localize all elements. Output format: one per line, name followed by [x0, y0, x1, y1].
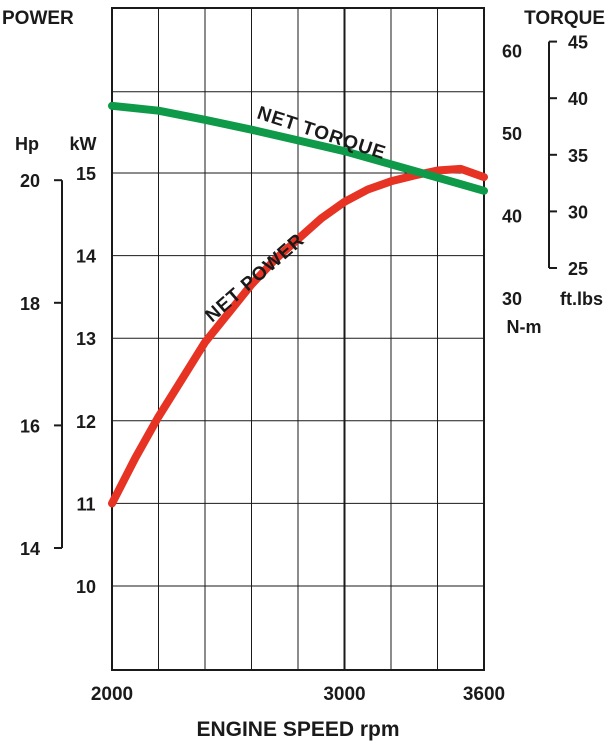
torque-axis-title: TORQUE: [524, 8, 605, 29]
ftlbs-tick-label: 25: [568, 259, 588, 279]
x-tick-label: 2000: [91, 684, 133, 705]
kw-tick-label: 13: [76, 329, 96, 349]
labels-group: 2000 3000 3600 ENGINE SPEED rpm POWER TORQUE k…: [2, 8, 605, 741]
ftlbs-tick-label: 45: [568, 33, 588, 53]
hp-tick-label: 16: [20, 416, 40, 436]
ftlbs-unit-label: ft.lbs: [560, 289, 603, 309]
hp-tick-label: 14: [20, 539, 40, 559]
net-power-label: NET POWER: [202, 230, 309, 327]
plot-frame: [111, 7, 485, 671]
hp-unit-label: Hp: [15, 134, 39, 154]
hp-tick-label: 18: [20, 294, 40, 314]
kw-tick-label: 14: [76, 247, 96, 267]
net-torque-line: [108, 101, 488, 195]
kw-tick-label: 12: [76, 412, 96, 432]
power-axis-title: POWER: [2, 8, 74, 29]
x-tick-label: 3000: [323, 684, 365, 705]
axes: [54, 7, 557, 671]
kw-unit-label: kW: [70, 134, 97, 154]
grid: [112, 8, 484, 670]
ftlbs-tick-label: 40: [568, 89, 588, 109]
series-group: [108, 101, 488, 508]
kw-tick-label: 11: [76, 494, 95, 514]
x-tick-label: 3600: [463, 684, 505, 705]
nm-tick-label: 50: [502, 124, 522, 144]
kw-tick-label: 10: [76, 577, 96, 597]
kw-tick-label: 15: [76, 164, 96, 184]
hp-tick-label: 20: [20, 171, 40, 191]
nm-tick-label: 30: [502, 289, 522, 309]
nm-tick-label: 40: [502, 207, 522, 227]
nm-tick-label: 60: [502, 42, 522, 62]
nm-unit-label: N-m: [507, 317, 542, 337]
ftlbs-tick-label: 35: [568, 146, 588, 166]
x-axis-label: ENGINE SPEED rpm: [196, 718, 399, 741]
ftlbs-tick-label: 30: [568, 202, 588, 222]
